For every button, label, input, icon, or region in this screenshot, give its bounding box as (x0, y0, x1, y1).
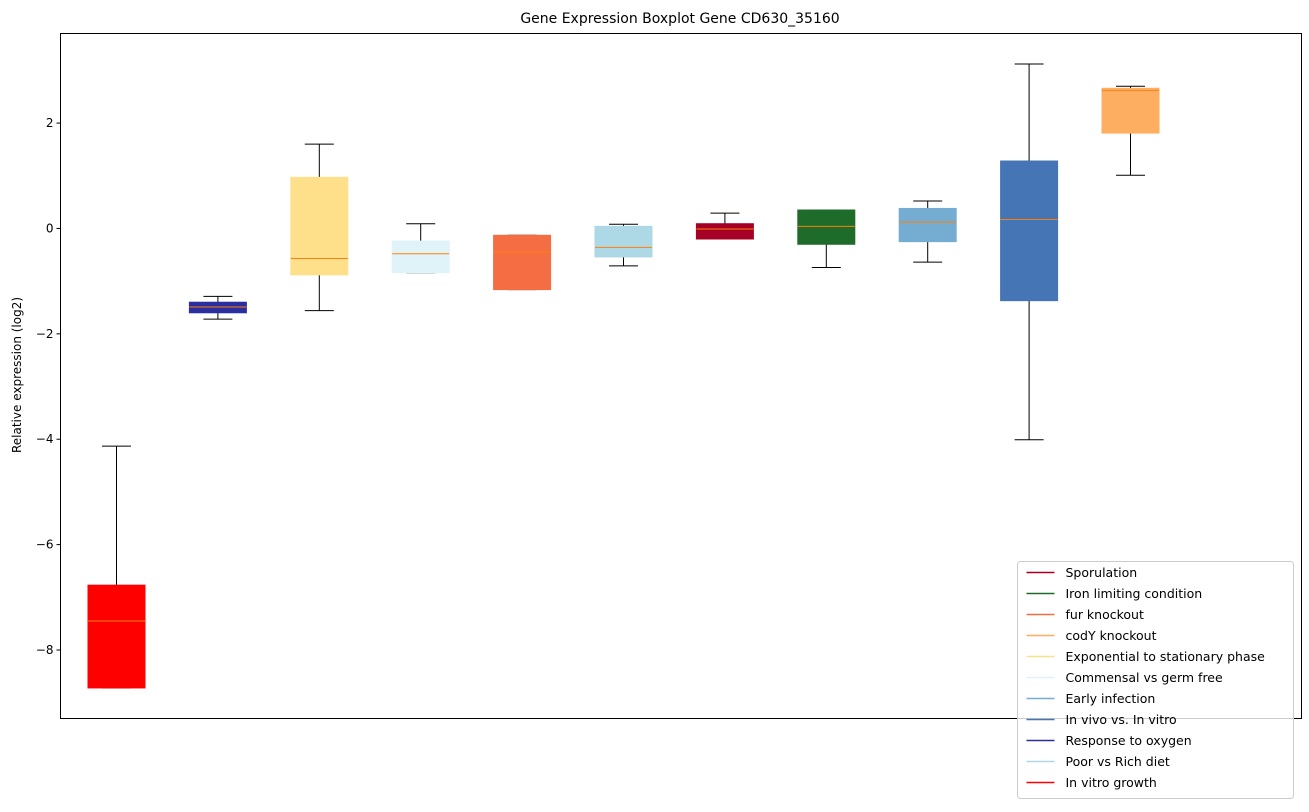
box-response-to-oxygen (188, 295, 247, 320)
box-body (695, 223, 754, 240)
y-tick-label: −4 (36, 432, 54, 446)
box-body (1000, 160, 1059, 302)
box-body (87, 584, 146, 689)
box-in-vivo-vs-in-vitro (1000, 63, 1059, 441)
legend: Sporulation Iron limiting condition fur kn… (1017, 561, 1294, 799)
y-tick-label: −8 (36, 643, 54, 657)
legend-frame (1017, 561, 1294, 799)
chart-title: Gene Expression Boxplot Gene CD630_35160 (520, 11, 839, 27)
legend-label: In vitro growth (1066, 775, 1157, 790)
legend-label: Early infection (1066, 691, 1156, 706)
plot-frame (60, 33, 1302, 719)
box-in-vitro-growth (87, 445, 146, 689)
box-body (1101, 87, 1160, 134)
box-iron-limiting-condition (797, 209, 856, 268)
box-body (290, 176, 349, 276)
legend-label: Commensal vs germ free (1066, 670, 1223, 685)
box-body (188, 301, 247, 314)
legend-label: Sporulation (1066, 565, 1138, 580)
box-body (594, 225, 653, 258)
box-fur-knockout (493, 234, 552, 291)
legend-label: In vivo vs. In vitro (1066, 712, 1177, 727)
y-tick-label: −6 (36, 538, 54, 552)
legend-label: fur knockout (1066, 607, 1144, 622)
legend-label: Response to oxygen (1066, 733, 1192, 748)
box-body (898, 207, 957, 243)
box-body (797, 209, 856, 245)
box-body (493, 234, 552, 291)
y-axis-label: Relative expression (log2) (10, 297, 24, 453)
y-axis: −8 −6 −4 −2 0 2 (36, 116, 61, 657)
box-sporulation (695, 212, 754, 240)
boxes-group (87, 63, 1160, 689)
box-commensal-vs-germ-free (391, 223, 450, 274)
box-early-infection (898, 200, 957, 263)
y-tick-label: 0 (46, 221, 54, 235)
legend-label: Iron limiting condition (1066, 586, 1203, 601)
box-cody-knockout (1101, 85, 1160, 176)
y-tick-label: −2 (36, 327, 54, 341)
legend-label: codY knockout (1066, 628, 1157, 643)
box-exponential-to-stationary-phase (290, 143, 349, 312)
box-body (391, 240, 450, 274)
legend-label: Exponential to stationary phase (1066, 649, 1266, 664)
box-poor-vs-rich-diet (594, 223, 653, 267)
y-tick-label: 2 (46, 116, 54, 130)
legend-label: Poor vs Rich diet (1066, 754, 1170, 769)
